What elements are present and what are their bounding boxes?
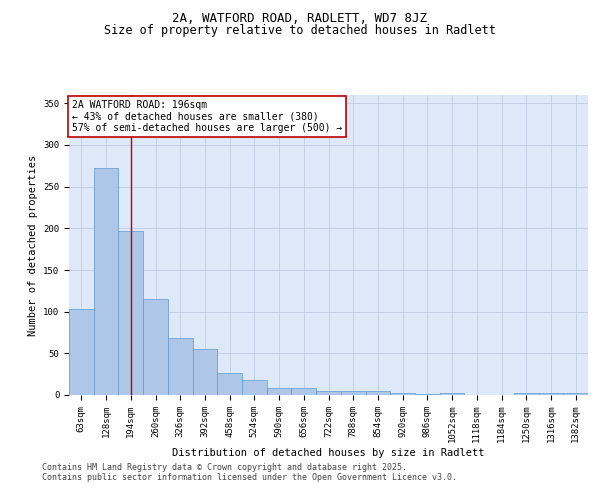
Bar xyxy=(143,299,168,395)
Bar xyxy=(217,374,242,395)
Text: Contains HM Land Registry data © Crown copyright and database right 2025.
Contai: Contains HM Land Registry data © Crown c… xyxy=(42,462,457,482)
X-axis label: Distribution of detached houses by size in Radlett: Distribution of detached houses by size … xyxy=(172,448,485,458)
Bar xyxy=(390,392,415,395)
Bar xyxy=(341,391,365,395)
Text: 2A, WATFORD ROAD, RADLETT, WD7 8JZ: 2A, WATFORD ROAD, RADLETT, WD7 8JZ xyxy=(173,12,427,26)
Bar xyxy=(94,168,118,395)
Bar xyxy=(267,388,292,395)
Bar xyxy=(415,394,440,395)
Bar xyxy=(539,392,563,395)
Text: 2A WATFORD ROAD: 196sqm
← 43% of detached houses are smaller (380)
57% of semi-d: 2A WATFORD ROAD: 196sqm ← 43% of detache… xyxy=(71,100,342,132)
Bar xyxy=(193,349,217,395)
Y-axis label: Number of detached properties: Number of detached properties xyxy=(28,154,38,336)
Bar xyxy=(563,394,588,395)
Bar xyxy=(168,338,193,395)
Text: Size of property relative to detached houses in Radlett: Size of property relative to detached ho… xyxy=(104,24,496,37)
Bar xyxy=(69,309,94,395)
Bar xyxy=(292,388,316,395)
Bar xyxy=(242,380,267,395)
Bar xyxy=(514,392,539,395)
Bar xyxy=(118,231,143,395)
Bar xyxy=(365,391,390,395)
Bar xyxy=(316,391,341,395)
Bar xyxy=(440,394,464,395)
